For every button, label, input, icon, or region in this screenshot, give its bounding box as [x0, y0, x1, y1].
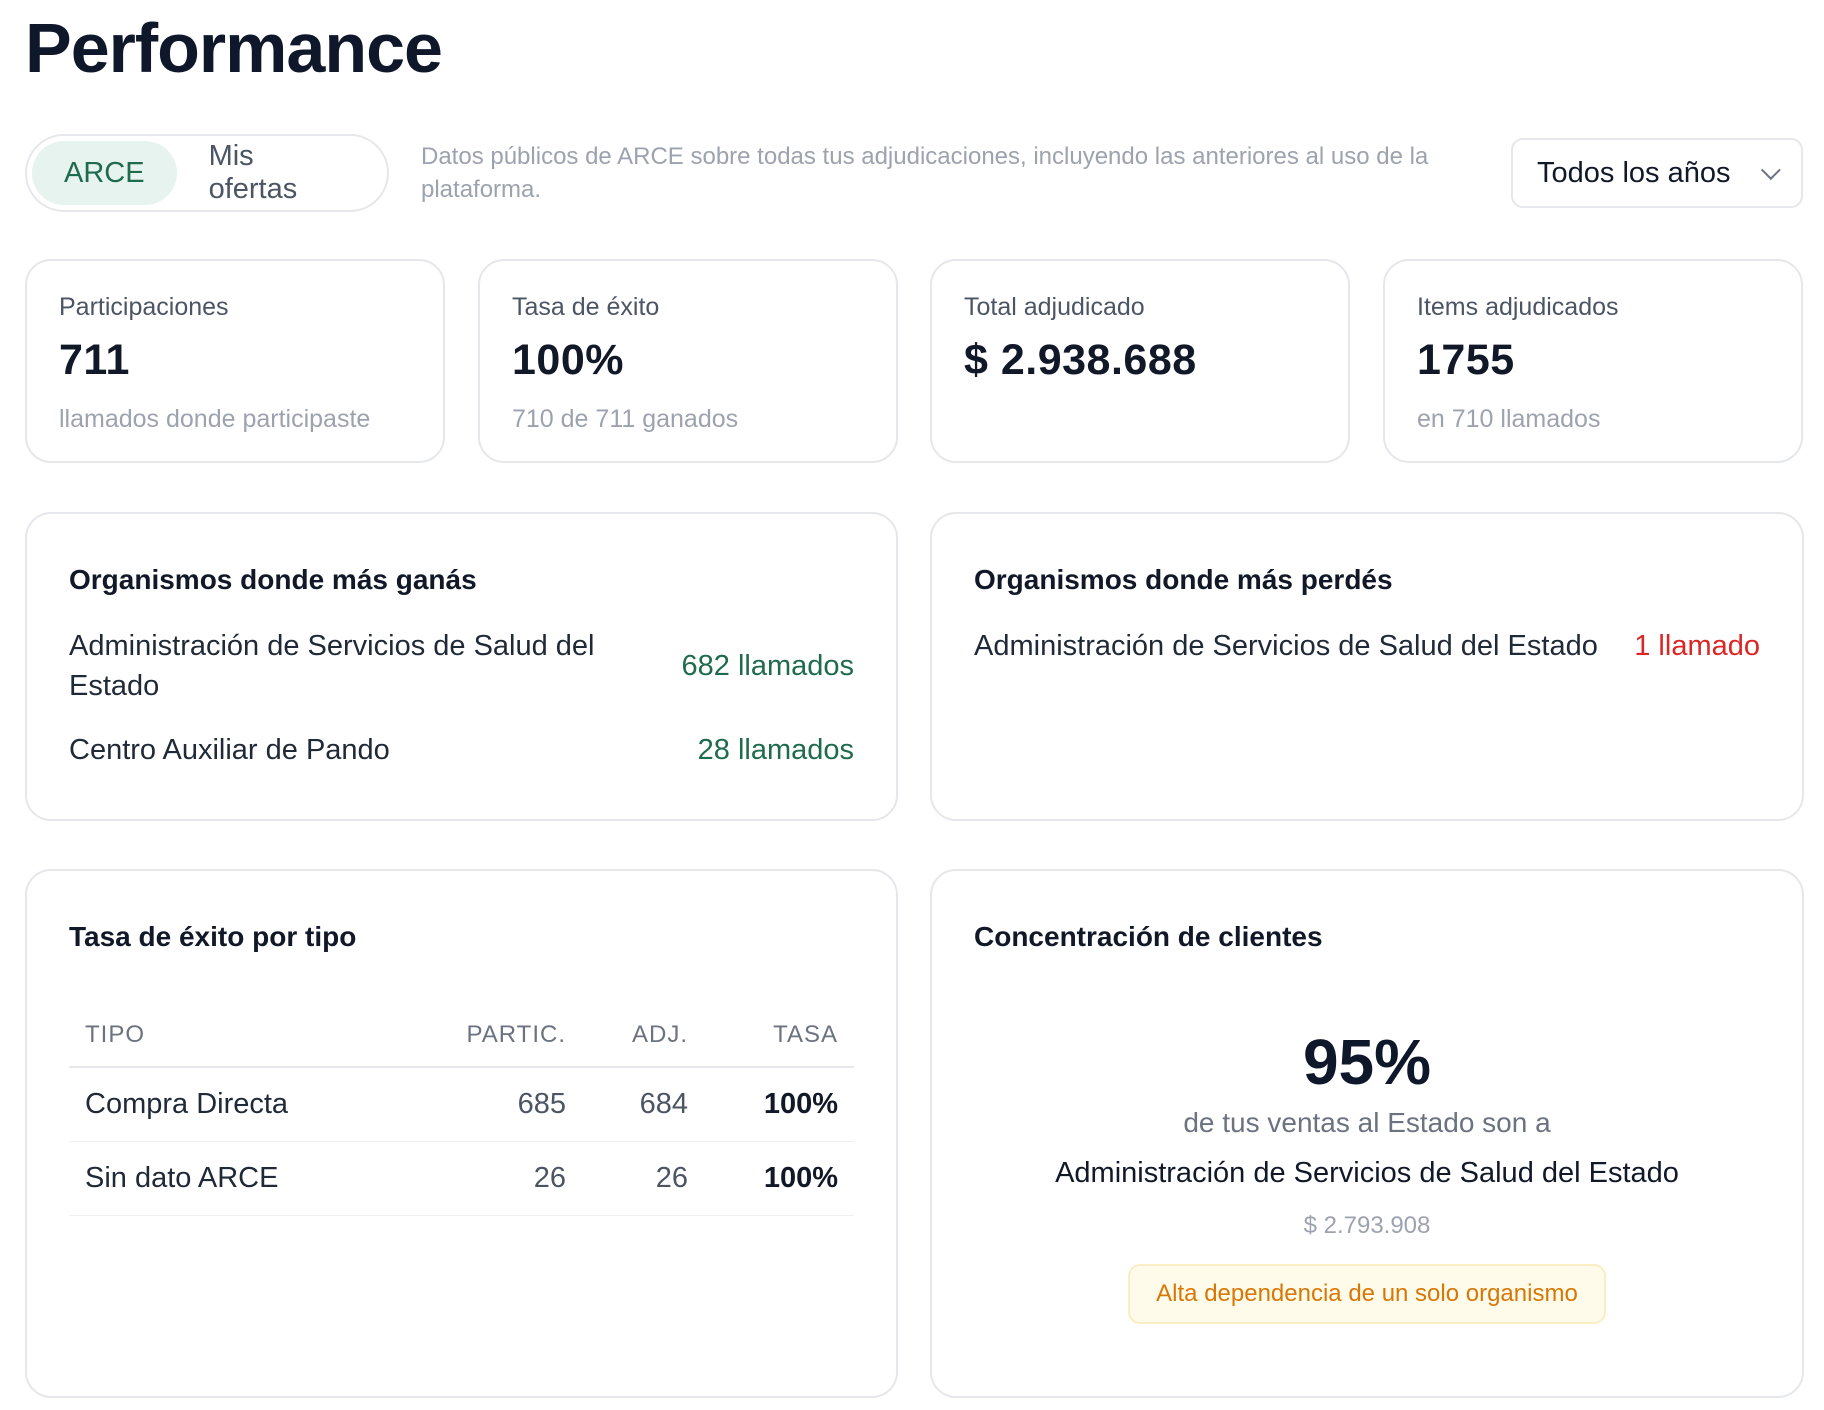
col-tipo: TIPO [69, 1003, 398, 1068]
stat-sub: 710 de 711 ganados [512, 405, 739, 433]
concentration-percent: 95% [1302, 1026, 1432, 1098]
toggle-arce-button[interactable]: ARCE [32, 141, 177, 205]
wins-title: Organismos donde más ganás [69, 564, 477, 595]
table-row: Sin dato ARCE 26 26 100% [69, 1141, 854, 1216]
stat-label: Participaciones [59, 293, 229, 321]
stat-value: 1755 [1417, 336, 1515, 384]
stat-value: 100% [512, 336, 624, 384]
type-panel-title: Tasa de éxito por tipo [69, 921, 357, 952]
wins-panel: Organismos donde más ganás Administració… [25, 512, 898, 821]
cell-tasa: 100% [704, 1141, 854, 1216]
chevron-down-icon [1760, 160, 1781, 181]
list-item: Centro Auxiliar de Pando 28 llamados [69, 730, 854, 770]
col-tasa: TASA [704, 1003, 854, 1068]
org-count: 1 llamado [1634, 630, 1760, 662]
col-partic: PARTIC. [397, 1003, 582, 1068]
stat-sub: en 710 llamados [1417, 405, 1601, 433]
stat-label: Items adjudicados [1417, 293, 1619, 321]
year-select[interactable]: Todos los años [1511, 138, 1803, 208]
org-count: 682 llamados [681, 650, 855, 682]
stat-value: $ 2.938.688 [964, 336, 1197, 384]
type-table: TIPO PARTIC. ADJ. TASA Compra Directa 68… [69, 1003, 854, 1216]
concentration-panel: Concentración de clientes 95% de tus ven… [930, 869, 1804, 1398]
cell-partic: 26 [397, 1141, 582, 1216]
concentration-summary: 95% de tus ventas al Estado son a Admini… [974, 1025, 1760, 1324]
losses-panel: Organismos donde más perdés Administraci… [930, 512, 1804, 821]
year-select-value: Todos los años [1537, 156, 1731, 189]
cell-adj: 26 [582, 1141, 704, 1216]
stat-card-participaciones: Participaciones 711 llamados donde parti… [25, 259, 445, 463]
concentration-amount: $ 2.793.908 [1303, 1212, 1431, 1239]
org-count: 28 llamados [697, 734, 854, 766]
stat-label: Tasa de éxito [512, 293, 660, 321]
cell-partic: 685 [397, 1067, 582, 1142]
table-row: Compra Directa 685 684 100% [69, 1067, 854, 1142]
info-text: Datos públicos de ARCE sobre todas tus a… [421, 143, 1429, 203]
table-header-row: TIPO PARTIC. ADJ. TASA [69, 1003, 854, 1068]
cell-adj: 684 [582, 1067, 704, 1142]
concentration-title: Concentración de clientes [974, 921, 1323, 952]
concentration-org: Administración de Servicios de Salud del… [1055, 1157, 1679, 1189]
list-item: Administración de Servicios de Salud del… [69, 626, 854, 706]
type-success-panel: Tasa de éxito por tipo TIPO PARTIC. ADJ.… [25, 869, 898, 1398]
cell-tipo: Sin dato ARCE [69, 1141, 398, 1216]
stat-card-items-adjudicados: Items adjudicados 1755 en 710 llamados [1383, 259, 1803, 463]
list-item: Administración de Servicios de Salud del… [974, 626, 1760, 666]
stat-card-tasa-exito: Tasa de éxito 100% 710 de 711 ganados [478, 259, 898, 463]
org-name: Centro Auxiliar de Pando [69, 734, 390, 766]
stat-value: 711 [59, 336, 130, 384]
page-title: Performance [25, 9, 443, 87]
org-name: Administración de Servicios de Salud del… [974, 630, 1598, 662]
cell-tasa: 100% [704, 1067, 854, 1142]
toggle-mis-ofertas-button[interactable]: Mis ofertas [208, 140, 298, 205]
org-name: Administración de Servicios de Salud del… [69, 630, 595, 702]
dependency-warning-badge: Alta dependencia de un solo organismo [1128, 1264, 1606, 1324]
stat-card-total-adjudicado: Total adjudicado $ 2.938.688 [930, 259, 1350, 463]
stat-label: Total adjudicado [964, 293, 1145, 321]
stat-sub: llamados donde participaste [59, 405, 371, 433]
concentration-text: de tus ventas al Estado son a [1183, 1107, 1551, 1138]
col-adj: ADJ. [582, 1003, 704, 1068]
cell-tipo: Compra Directa [69, 1067, 398, 1142]
losses-title: Organismos donde más perdés [974, 564, 1393, 595]
source-toggle: ARCE Mis ofertas [25, 134, 389, 212]
